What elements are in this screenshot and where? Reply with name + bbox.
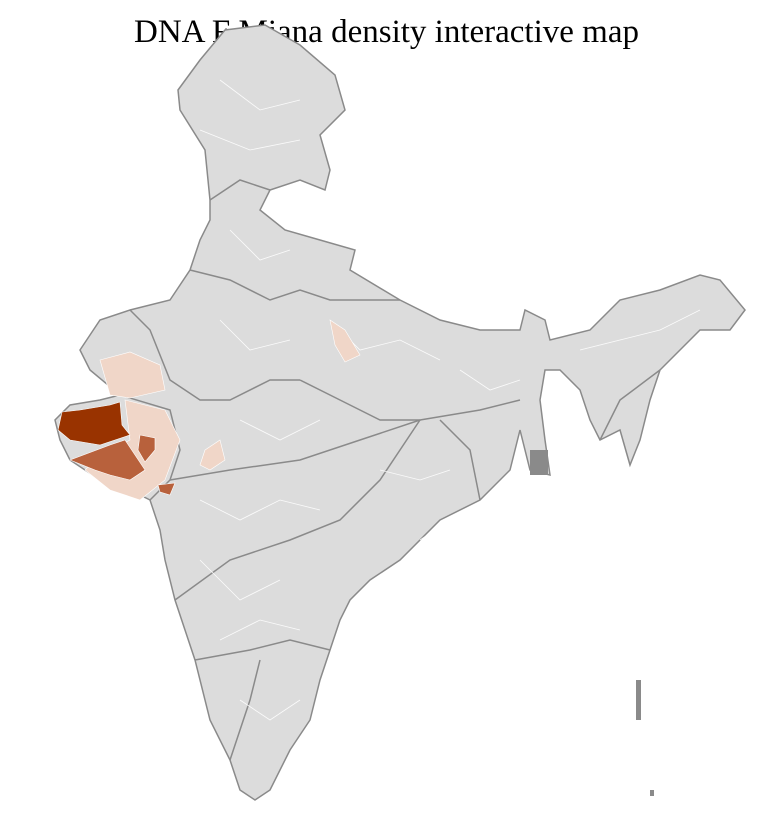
district-low-density xyxy=(329,319,361,363)
district-lines xyxy=(199,79,701,721)
district-low-density xyxy=(99,351,166,399)
district-medium-density xyxy=(69,439,146,481)
district-high-density xyxy=(57,401,131,446)
islands xyxy=(530,450,654,796)
district-medium-density xyxy=(137,434,156,463)
district-medium-density xyxy=(157,482,176,496)
india-outline[interactable] xyxy=(54,24,746,801)
district-low-density xyxy=(199,439,226,471)
state-boundaries xyxy=(119,179,661,761)
density-regions[interactable] xyxy=(57,319,361,501)
